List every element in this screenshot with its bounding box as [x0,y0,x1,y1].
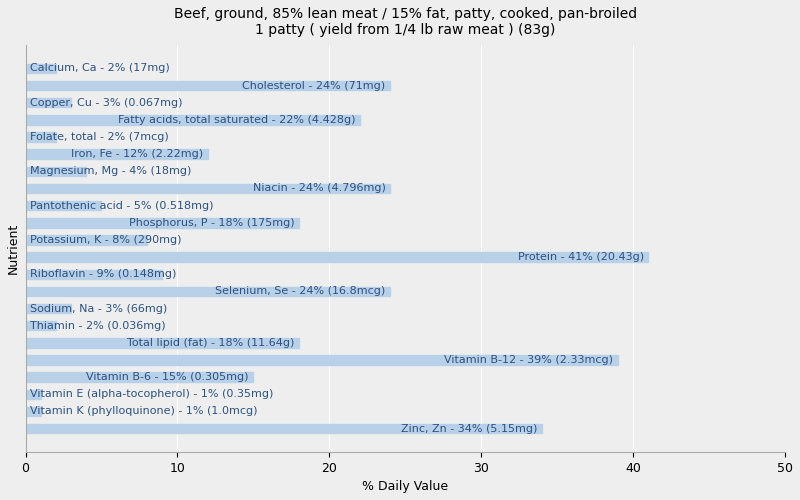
Text: Iron, Fe - 12% (2.22mg): Iron, Fe - 12% (2.22mg) [71,149,203,159]
Bar [26,184,390,193]
Text: Sodium, Na - 3% (66mg): Sodium, Na - 3% (66mg) [30,304,167,314]
X-axis label: % Daily Value: % Daily Value [362,480,448,493]
Bar [26,166,86,176]
Text: Calcium, Ca - 2% (17mg): Calcium, Ca - 2% (17mg) [30,64,170,74]
Bar [26,235,147,244]
Bar [26,338,299,347]
Text: Vitamin B-12 - 39% (2.33mcg): Vitamin B-12 - 39% (2.33mcg) [444,355,614,365]
Text: Protein - 41% (20.43g): Protein - 41% (20.43g) [518,252,644,262]
Text: Niacin - 24% (4.796mg): Niacin - 24% (4.796mg) [253,184,386,194]
Text: Pantothenic acid - 5% (0.518mg): Pantothenic acid - 5% (0.518mg) [30,200,214,210]
Text: Total lipid (fat) - 18% (11.64g): Total lipid (fat) - 18% (11.64g) [127,338,294,348]
Bar [26,115,360,124]
Bar [26,406,41,416]
Text: Cholesterol - 24% (71mg): Cholesterol - 24% (71mg) [242,80,386,90]
Y-axis label: Nutrient: Nutrient [7,223,20,274]
Bar [26,372,254,382]
Bar [26,304,71,314]
Title: Beef, ground, 85% lean meat / 15% fat, patty, cooked, pan-broiled
1 patty ( yiel: Beef, ground, 85% lean meat / 15% fat, p… [174,7,637,37]
Bar [26,132,56,142]
Text: Magnesium, Mg - 4% (18mg): Magnesium, Mg - 4% (18mg) [30,166,191,176]
Text: Fatty acids, total saturated - 22% (4.428g): Fatty acids, total saturated - 22% (4.42… [118,115,355,125]
Bar [26,252,648,262]
Bar [26,81,390,90]
Bar [26,218,299,228]
Bar [26,270,162,279]
Text: Vitamin K (phylloquinone) - 1% (1.0mcg): Vitamin K (phylloquinone) - 1% (1.0mcg) [30,406,258,416]
Bar [26,64,56,73]
Bar [26,424,542,434]
Bar [26,201,102,210]
Text: Selenium, Se - 24% (16.8mcg): Selenium, Se - 24% (16.8mcg) [215,286,386,296]
Bar [26,98,71,108]
Bar [26,356,618,364]
Text: Folate, total - 2% (7mcg): Folate, total - 2% (7mcg) [30,132,169,142]
Text: Riboflavin - 9% (0.148mg): Riboflavin - 9% (0.148mg) [30,269,177,279]
Text: Vitamin B-6 - 15% (0.305mg): Vitamin B-6 - 15% (0.305mg) [86,372,249,382]
Text: Copper, Cu - 3% (0.067mg): Copper, Cu - 3% (0.067mg) [30,98,182,108]
Text: Vitamin E (alpha-tocopherol) - 1% (0.35mg): Vitamin E (alpha-tocopherol) - 1% (0.35m… [30,390,274,400]
Bar [26,286,390,296]
Text: Zinc, Zn - 34% (5.15mg): Zinc, Zn - 34% (5.15mg) [401,424,538,434]
Text: Phosphorus, P - 18% (175mg): Phosphorus, P - 18% (175mg) [129,218,294,228]
Bar [26,390,41,399]
Text: Potassium, K - 8% (290mg): Potassium, K - 8% (290mg) [30,235,182,245]
Bar [26,150,208,159]
Bar [26,321,56,330]
Text: Thiamin - 2% (0.036mg): Thiamin - 2% (0.036mg) [30,320,166,330]
